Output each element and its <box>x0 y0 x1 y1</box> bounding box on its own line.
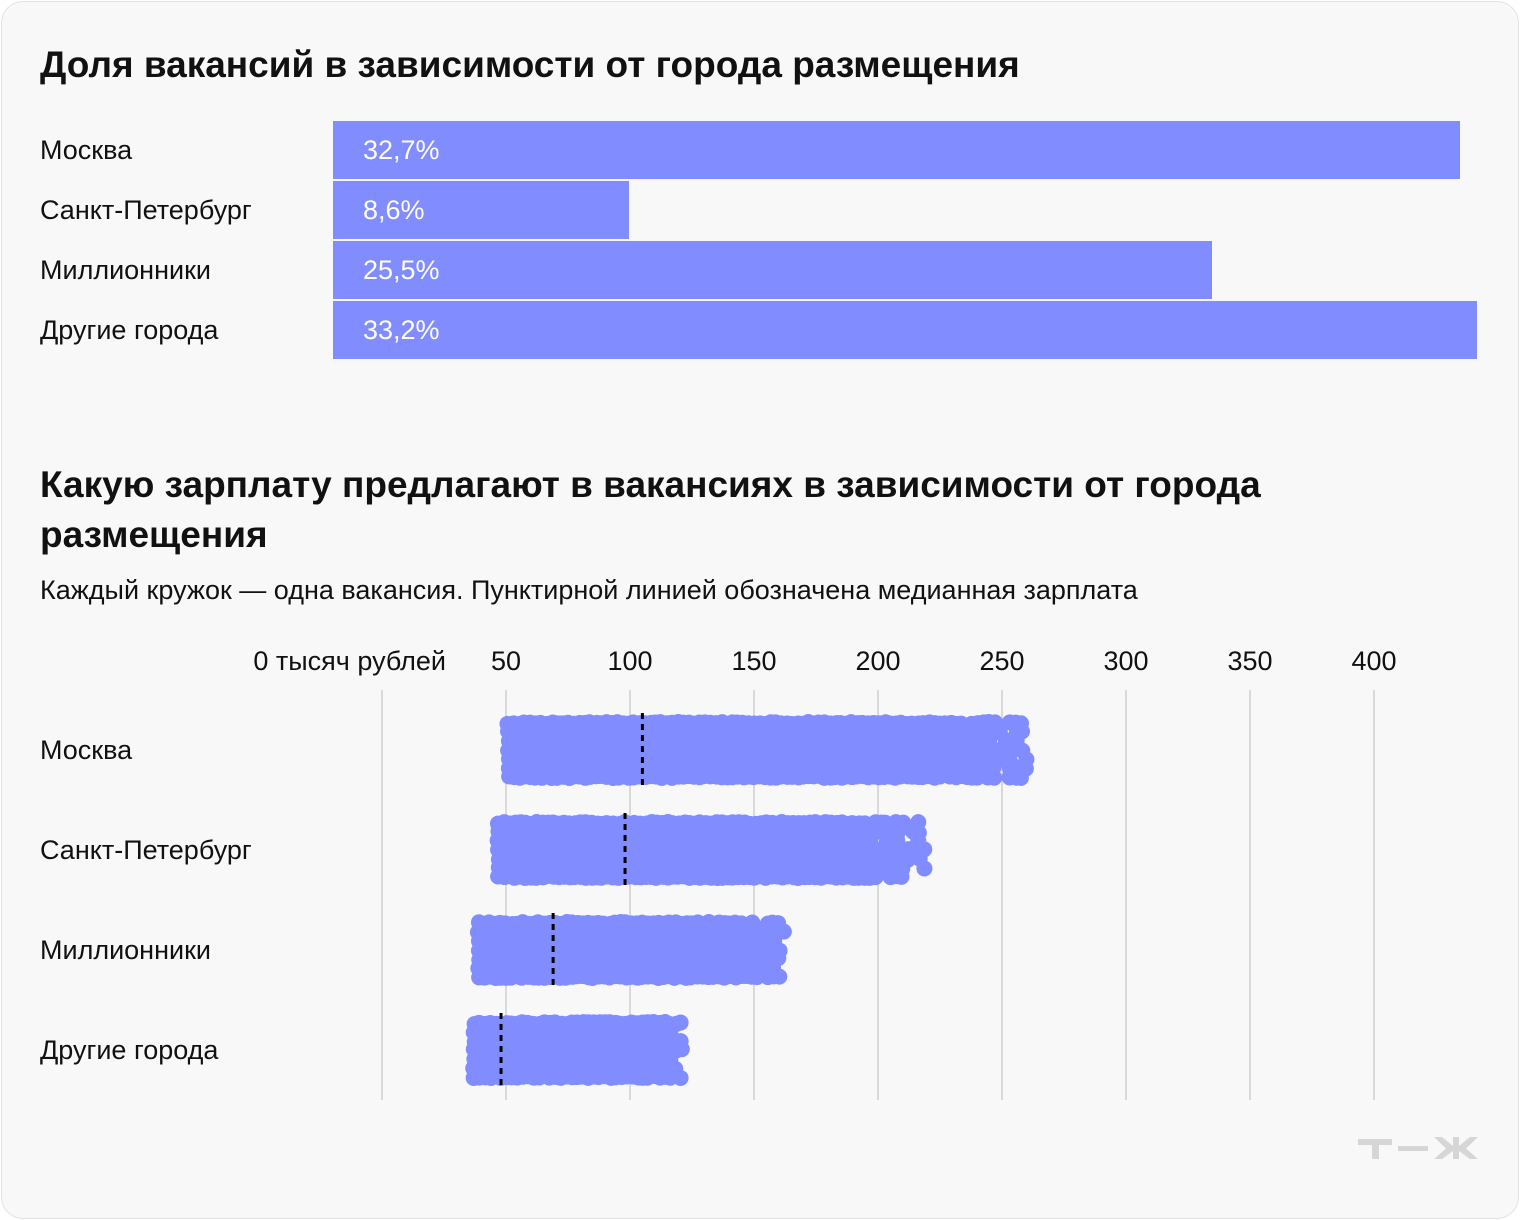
vacancy-dot <box>916 860 933 877</box>
x-tick-label: 250 <box>979 646 1024 676</box>
vacancy-dot <box>672 1069 689 1086</box>
bar: 32,7% <box>333 121 1460 179</box>
vacancy-dot <box>775 923 792 940</box>
x-tick-label: 400 <box>1351 646 1396 676</box>
vacancy-dot <box>770 950 787 967</box>
bar: 25,5% <box>333 241 1212 299</box>
vacancy-dot <box>1013 723 1030 740</box>
vacancy-dot <box>672 1014 689 1031</box>
x-tick-label: 0 тысяч рублей <box>253 646 446 676</box>
vacancy-dot <box>986 769 1003 786</box>
bar-data-label: 32,7% <box>363 135 440 165</box>
vacancy-dot <box>673 1041 690 1058</box>
bar: 33,2% <box>333 301 1477 359</box>
swarm-row <box>489 814 933 886</box>
swarm-row <box>499 714 1035 786</box>
vacancy-dot <box>771 968 788 985</box>
x-tick-label: 300 <box>1103 646 1148 676</box>
x-tick-label: 150 <box>731 646 776 676</box>
beeswarm-title: Какую зарплату предлагают в вакансиях в … <box>40 464 1261 555</box>
tj-logo <box>1358 1137 1478 1159</box>
bar-data-label: 33,2% <box>363 315 440 345</box>
vacancy-dot <box>1017 760 1034 777</box>
swarm-category-label: Миллионники <box>40 935 211 965</box>
x-tick-label: 200 <box>855 646 900 676</box>
bar-data-label: 8,6% <box>363 195 425 225</box>
bar-category-label: Санкт-Петербург <box>40 195 252 225</box>
x-tick-label: 350 <box>1227 646 1272 676</box>
swarm-row <box>465 1014 690 1086</box>
vacancy-dot <box>893 868 910 885</box>
x-tick-label: 100 <box>607 646 652 676</box>
bar: 8,6% <box>333 181 630 239</box>
swarm-category-label: Москва <box>40 735 133 765</box>
swarm-row <box>469 914 792 986</box>
bar-category-label: Москва <box>40 135 133 165</box>
bar-data-label: 25,5% <box>363 255 440 285</box>
bar-category-label: Миллионники <box>40 255 211 285</box>
vacancy-dot <box>916 841 933 858</box>
beeswarm-subtitle: Каждый кружок — одна вакансия. Пунктирно… <box>40 575 1138 605</box>
x-tick-label: 50 <box>491 646 521 676</box>
bar-chart-title: Доля вакансий в зависимости от города ра… <box>40 44 1020 85</box>
swarm-category-label: Другие города <box>40 1035 219 1065</box>
swarm-category-label: Санкт-Петербург <box>40 835 252 865</box>
bar-category-label: Другие города <box>40 315 219 345</box>
